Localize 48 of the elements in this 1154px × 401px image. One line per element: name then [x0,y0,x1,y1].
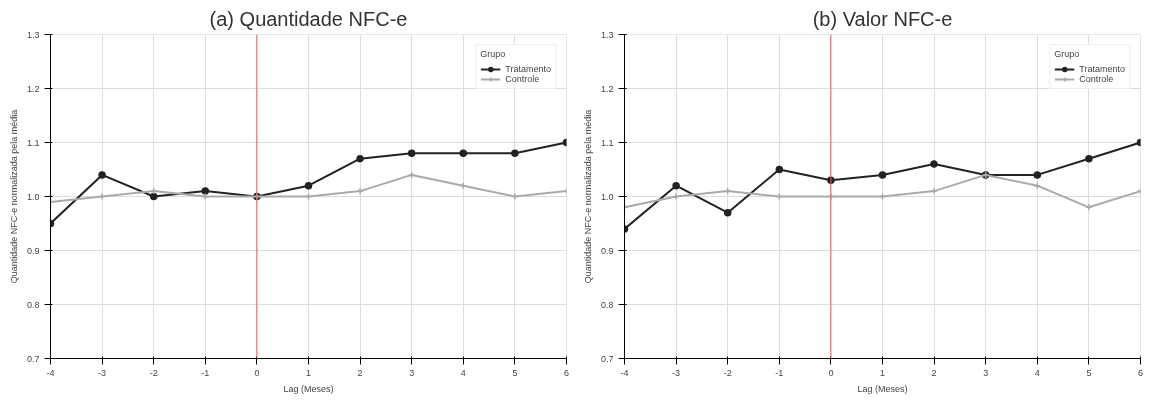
y-tick-label: 1.2 [26,83,40,94]
legend-title: Grupo [1054,49,1081,59]
y-tick-label: 0.9 [26,245,40,256]
x-tick-label: -2 [723,367,732,378]
y-tick-label: 1.3 [600,29,614,40]
y-tick-label: 0.8 [600,299,614,310]
y-tick-label: 1.2 [600,83,614,94]
y-tick-label: 1.0 [600,191,614,202]
legend-title: Grupo [480,49,507,59]
chart-title: (a) Quantidade NFC-e [209,7,408,30]
x-tick-label: -3 [98,367,107,378]
x-tick-label: 6 [1138,367,1144,378]
x-tick-label: 0 [254,367,260,378]
x-tick-label: 1 [880,367,886,378]
x-tick-label: 6 [564,367,570,378]
y-axis-title: Quantidade NFC-e normalizada pela média [582,109,593,284]
x-tick-label: 2 [931,367,937,378]
x-axis-title: Lag (Meses) [283,383,334,394]
x-tick-label: 3 [983,367,989,378]
x-tick-label: -1 [775,367,784,378]
chart-title: (b) Valor NFC-e [812,7,953,30]
x-tick-label: -2 [149,367,158,378]
x-tick-label: -4 [46,367,55,378]
x-tick-label: 0 [828,367,834,378]
x-tick-label: 2 [357,367,363,378]
y-tick-label: 0.9 [600,245,614,256]
x-axis-title: Lag (Meses) [857,383,908,394]
x-tick-label: 4 [1034,367,1040,378]
y-tick-label: 0.7 [26,353,40,364]
x-tick-label: -3 [672,367,681,378]
y-tick-label: 1.1 [600,137,614,148]
x-tick-label: -4 [620,367,629,378]
x-tick-label: -1 [201,367,210,378]
legend-label: Tratamento [1079,64,1125,74]
x-tick-label: 4 [460,367,466,378]
y-tick-label: 1.1 [26,137,40,148]
x-tick-label: 1 [306,367,312,378]
legend-label: Controle [505,74,540,84]
x-tick-label: 5 [1086,367,1092,378]
x-tick-label: 3 [409,367,415,378]
legend-label: Tratamento [505,64,551,74]
y-tick-label: 1.0 [26,191,40,202]
legend-label: Controle [1079,74,1114,84]
x-tick-label: 5 [512,367,518,378]
y-tick-label: 0.7 [600,353,614,364]
y-tick-label: 1.3 [26,29,40,40]
y-tick-label: 0.8 [26,299,40,310]
y-axis-title: Quantidade NFC-e normalizada pela média [8,109,19,284]
